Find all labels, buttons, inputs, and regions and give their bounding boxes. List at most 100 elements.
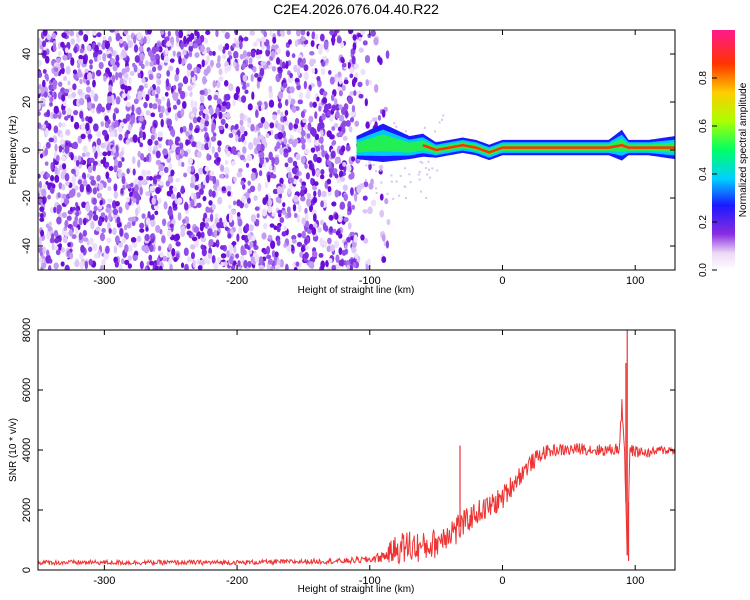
- noise-cell: [121, 258, 125, 265]
- noise-cell: [258, 256, 264, 265]
- noise-cell: [250, 172, 256, 181]
- noise-cell: [283, 115, 287, 122]
- noise-cell: [304, 148, 310, 155]
- noise-cell: [82, 217, 87, 226]
- noise-cell: [239, 53, 245, 60]
- noise-cell: [216, 156, 221, 163]
- noise-cell: [180, 262, 185, 269]
- noise-cell: [265, 49, 271, 57]
- noise-cell: [144, 266, 148, 270]
- noise-cell: [188, 50, 193, 58]
- noise-cell: [206, 65, 211, 74]
- noise-cell: [279, 259, 284, 268]
- noise-cell: [330, 150, 336, 159]
- noise-cell: [87, 72, 93, 81]
- noise-cell: [291, 167, 298, 175]
- noise-cell: [282, 202, 286, 208]
- noise-cell: [63, 76, 68, 81]
- noise-cell: [351, 55, 356, 65]
- noise-cell: [246, 197, 251, 204]
- noise-cell: [45, 74, 49, 82]
- noise-cell: [379, 169, 382, 172]
- noise-cell: [286, 30, 291, 36]
- noise-cell: [157, 245, 162, 252]
- noise-cell: [303, 64, 309, 72]
- noise-cell: [241, 234, 246, 241]
- noise-cell: [236, 233, 240, 242]
- noise-cell: [208, 189, 213, 197]
- figure-title: C2E4.2026.076.04.40.R22: [273, 1, 439, 17]
- noise-cell: [260, 60, 266, 66]
- noise-cell: [247, 233, 252, 241]
- noise-cell: [232, 99, 236, 107]
- noise-cell: [403, 167, 406, 170]
- noise-cell: [271, 174, 277, 179]
- noise-cell: [283, 137, 288, 145]
- noise-cell: [215, 30, 219, 38]
- noise-cell: [334, 212, 339, 220]
- noise-cell: [71, 234, 77, 240]
- noise-cell: [297, 125, 302, 134]
- noise-cell: [386, 192, 389, 195]
- noise-cell: [173, 257, 178, 263]
- noise-cell: [64, 145, 70, 154]
- noise-cell: [57, 192, 61, 199]
- noise-cell: [100, 142, 106, 149]
- noise-cell: [384, 198, 389, 205]
- noise-cell: [194, 128, 200, 134]
- y-tick-label: -40: [21, 238, 33, 254]
- noise-cell: [216, 256, 221, 264]
- noise-cell: [92, 30, 97, 36]
- noise-cell: [212, 80, 217, 88]
- noise-cell: [123, 72, 129, 78]
- noise-cell: [54, 166, 58, 175]
- noise-cell: [55, 249, 61, 256]
- noise-cell: [235, 134, 239, 142]
- noise-cell: [166, 101, 171, 109]
- noise-cell: [168, 162, 173, 171]
- noise-cell: [320, 129, 324, 138]
- noise-cell: [381, 256, 387, 264]
- noise-cell: [72, 69, 78, 75]
- noise-cell: [261, 208, 268, 217]
- noise-cell: [145, 217, 151, 226]
- noise-cell: [125, 139, 130, 145]
- noise-cell: [153, 204, 159, 210]
- noise-cell: [53, 91, 57, 100]
- noise-cell: [88, 210, 93, 218]
- noise-cell: [294, 77, 300, 83]
- noise-cell: [271, 66, 277, 72]
- noise-cell: [258, 49, 263, 55]
- noise-cell: [183, 247, 189, 257]
- noise-cell: [58, 146, 63, 153]
- noise-cell: [386, 218, 391, 226]
- noise-cell: [52, 135, 58, 144]
- noise-cell: [87, 116, 93, 124]
- noise-cell: [312, 196, 318, 204]
- noise-cell: [272, 36, 277, 44]
- noise-cell: [148, 49, 153, 57]
- noise-cell: [146, 154, 150, 162]
- noise-cell: [274, 264, 281, 270]
- noise-cell: [172, 187, 178, 192]
- noise-cell: [126, 101, 131, 108]
- noise-cell: [317, 79, 322, 88]
- noise-cell: [268, 164, 273, 172]
- noise-cell: [317, 43, 324, 52]
- noise-cell: [310, 147, 316, 153]
- noise-cell: [141, 169, 147, 178]
- noise-cell: [329, 173, 333, 178]
- noise-cell: [112, 227, 117, 236]
- noise-cell: [292, 203, 297, 212]
- noise-cell: [85, 151, 91, 157]
- noise-cell: [203, 126, 208, 132]
- noise-cell: [380, 181, 383, 184]
- noise-cell: [211, 254, 216, 264]
- noise-cell: [190, 252, 195, 260]
- noise-cell: [342, 135, 348, 141]
- noise-cell: [77, 88, 83, 96]
- noise-cell: [273, 156, 280, 166]
- noise-cell: [254, 218, 260, 225]
- noise-cell: [211, 122, 216, 131]
- noise-cell: [358, 93, 364, 99]
